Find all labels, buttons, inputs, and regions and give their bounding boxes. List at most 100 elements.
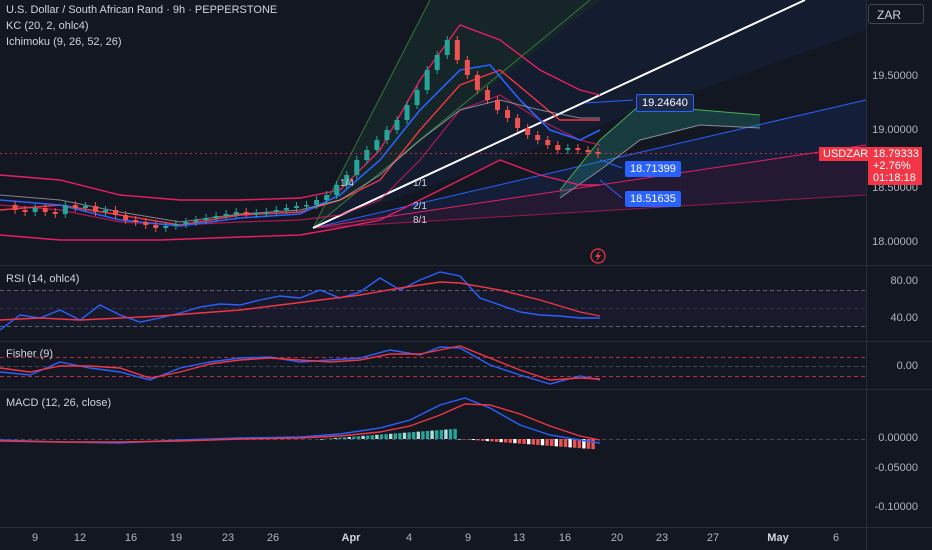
lightning-icon[interactable] [590,248,606,264]
candle-body [92,206,98,212]
candle-body [22,210,28,212]
macd-histogram-bar [559,439,563,447]
macd-histogram-bar [421,431,425,439]
kc-upper [0,24,601,201]
bar-countdown: 01:18:18 [873,172,916,184]
candle-body [133,220,139,222]
macd-legend[interactable]: MACD (12, 26, close) [6,397,112,409]
time-axis-label: 26 [266,532,280,544]
time-axis-label: 6 [832,532,840,544]
candle-body [484,90,490,100]
candle-body [394,120,400,130]
macd-histogram-bar [494,439,499,442]
macd-axis-label: -0.05000 [874,462,918,474]
candle-body [474,75,480,90]
macd-histogram-bar [527,439,531,445]
candle-body [515,118,521,128]
time-axis-label: 23 [221,532,235,544]
macd-histogram-bar [416,431,420,439]
ichimoku-base [0,69,600,226]
macd-axis-label: -0.10000 [874,501,918,513]
rsi-pane [0,271,866,331]
macd-histogram-bar [352,436,356,439]
candle-body [314,200,320,205]
ichimoku-legend[interactable]: Ichimoku (9, 26, 52, 26) [6,36,122,48]
macd-histogram-bar [370,435,374,439]
fisher-axis-label: 0.00 [896,360,918,372]
macd-histogram-bar [407,432,411,439]
candle-body [555,145,561,150]
tag-arrow [599,179,623,199]
macd-histogram-bar [448,429,453,439]
ichimoku-lagging [0,99,600,223]
currency-selector[interactable]: ZAR [868,4,924,24]
chart-title[interactable]: U.S. Dollar / South African Rand · 9h · … [6,4,278,16]
macd-histogram-bar [412,432,416,439]
candle-body [163,226,169,228]
rsi-signal [0,281,601,321]
rsi-line [0,271,600,331]
kc-lower [0,159,600,241]
price-tag[interactable]: 19.24640 [636,94,694,112]
candle-body [293,206,299,208]
macd-histogram-bar [338,437,342,439]
candle-body [253,213,259,215]
price-tag[interactable]: 18.51635 [625,191,681,207]
time-axis-label: 20 [610,532,624,544]
time-axis-label: 4 [405,532,413,544]
macd-histogram-bar [476,439,480,441]
price-axis-label: 18.50000 [872,182,918,194]
candle-body [243,212,249,214]
macd-histogram-bar [467,439,471,440]
last-price-change: +2.76% [873,160,911,172]
rsi-legend[interactable]: RSI (14, ohlc4) [6,273,80,285]
candle-body [233,212,239,214]
candle-body [223,214,229,216]
candles [12,36,601,232]
kc-middle [0,94,601,226]
time-axis-label: May [767,532,789,544]
candle-body [424,70,430,90]
macd-histogram-bar [481,439,485,441]
macd-histogram-bar [504,439,508,443]
macd-histogram-bar [393,433,397,439]
candle-body [354,160,360,175]
macd-histogram-bar [398,433,402,439]
candle-body [545,140,551,145]
kc-legend[interactable]: KC (20, 2, ohlc4) [6,20,89,32]
time-axis-label: 16 [124,532,138,544]
candle-body [32,208,38,212]
fisher-pane [0,345,866,385]
price-tag[interactable]: 18.71399 [625,161,681,177]
candle-body [103,210,109,212]
time-axis-label: 13 [512,532,526,544]
time-axis-label: 12 [73,532,87,544]
candle-body [72,205,78,208]
macd-histogram-bar [471,439,476,441]
candle-body [334,185,340,195]
fisher-legend[interactable]: Fisher (9) [6,348,54,360]
macd-histogram-bar [333,437,338,439]
rsi-axis-label: 40.00 [890,312,918,324]
candle-body [82,206,88,208]
time-axis-label: 9 [31,532,39,544]
candle-body [143,222,149,225]
fan-label: 2/1 [413,201,427,212]
macd-histogram-bar [536,439,540,445]
time-axis-label: 23 [655,532,669,544]
macd-histogram-bar [402,432,407,439]
macd-histogram-bar [435,430,439,439]
price-axis-label: 19.50000 [872,70,918,82]
candle-body [42,208,48,212]
macd-histogram-bar [573,439,577,448]
candle-body [494,100,500,110]
macd-histogram-bar [508,439,512,443]
candle-body [344,175,350,185]
macd-histogram-bar [356,436,361,439]
candle-body [535,135,541,140]
candle-body [173,224,179,226]
macd-histogram-bar [329,438,333,439]
time-axis-label: 16 [558,532,572,544]
macd-histogram-bar [563,439,568,448]
